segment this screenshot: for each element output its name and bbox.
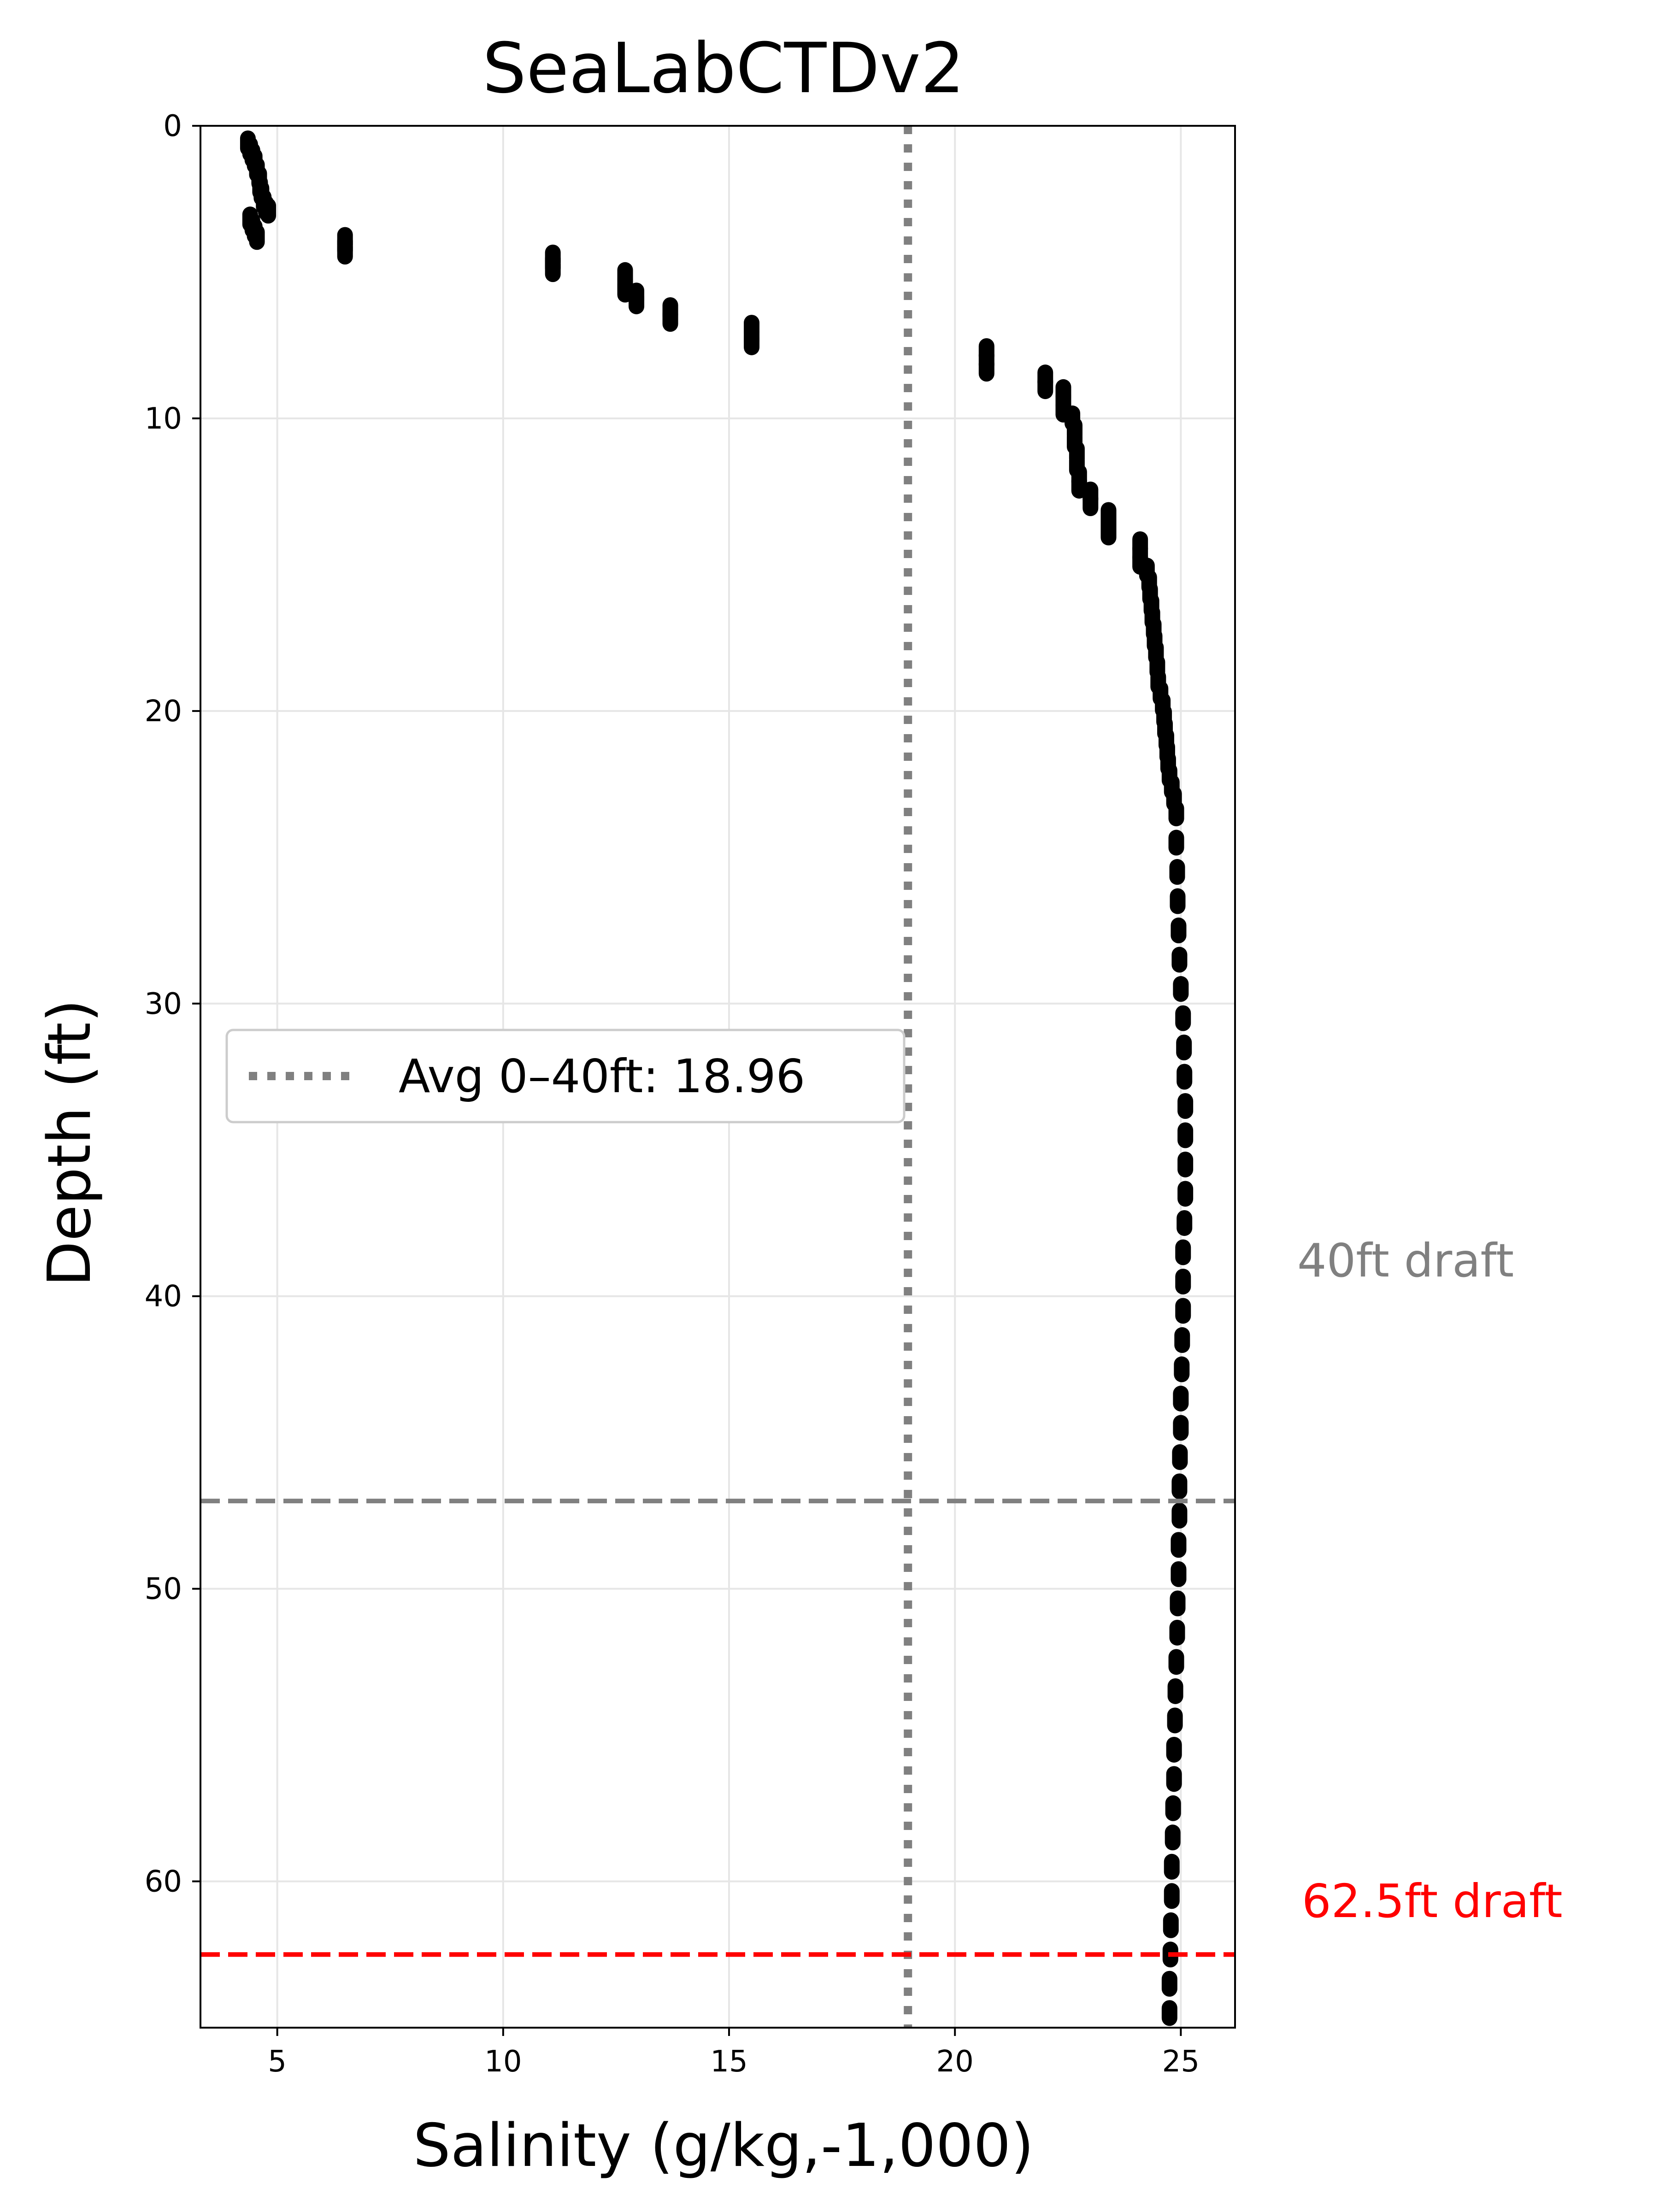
ticks: 5 10 15 20 25 0 10 20 30 40 50 60 xyxy=(145,109,1200,2079)
data-point xyxy=(1173,1415,1189,1441)
data-point xyxy=(1175,1268,1191,1294)
data-point xyxy=(1164,1853,1180,1880)
chart-title: SeaLabCTDv2 xyxy=(482,29,965,109)
data-point xyxy=(1164,1883,1180,1909)
data-point xyxy=(1173,976,1189,1002)
data-point xyxy=(1177,1210,1193,1236)
data-point xyxy=(1177,1064,1193,1090)
y-tick-label: 60 xyxy=(145,1865,182,1899)
x-tick-label: 5 xyxy=(268,2045,287,2079)
data-point xyxy=(1165,1795,1181,1821)
data-point xyxy=(1100,519,1117,546)
data-point xyxy=(1167,1678,1183,1704)
data-point xyxy=(1171,918,1187,944)
data-point xyxy=(1166,1766,1182,1792)
x-tick-label: 25 xyxy=(1162,2045,1200,2079)
draft-40-label: 40ft draft xyxy=(1297,1234,1514,1288)
data-point xyxy=(1175,1298,1191,1324)
data-point xyxy=(1170,1590,1186,1617)
reference-lines xyxy=(200,126,1235,2028)
data-point xyxy=(337,239,353,265)
data-point xyxy=(629,288,645,314)
data-point xyxy=(1169,859,1185,885)
data-point xyxy=(1177,1122,1194,1148)
plot-frame xyxy=(200,125,1236,2029)
data-point xyxy=(1037,373,1053,400)
data-point xyxy=(1176,1035,1192,1061)
data-point xyxy=(1175,1005,1191,1031)
data-point xyxy=(1082,490,1099,517)
data-point xyxy=(1168,830,1184,856)
data-point xyxy=(1172,1444,1188,1470)
draft-62-label: 62.5ft draft xyxy=(1302,1874,1563,1928)
data-point xyxy=(1175,1239,1191,1265)
x-tick-label: 20 xyxy=(936,2045,973,2079)
data-point xyxy=(1170,888,1186,914)
data-point xyxy=(1161,1971,1177,1997)
data-point xyxy=(1171,1473,1188,1500)
data-point xyxy=(662,306,678,332)
data-point xyxy=(1174,1327,1190,1353)
data-point xyxy=(1167,1707,1183,1734)
data-point xyxy=(1166,1736,1182,1763)
scatter-series xyxy=(240,130,1194,2026)
y-axis-label: Depth (ft) xyxy=(35,999,104,1286)
data-point xyxy=(978,355,994,382)
data-point xyxy=(1171,1532,1187,1558)
data-point xyxy=(545,256,561,282)
data-point xyxy=(1171,1561,1187,1587)
x-tick-label: 10 xyxy=(484,2045,522,2079)
data-point xyxy=(1171,947,1188,973)
data-point xyxy=(1174,1356,1190,1382)
data-point xyxy=(1177,1093,1194,1119)
x-axis-label: Salinity (g/kg,-1,000) xyxy=(413,2112,1034,2180)
y-tick-label: 10 xyxy=(145,402,182,436)
legend-box xyxy=(225,1029,906,1124)
x-tick-label: 15 xyxy=(710,2045,747,2079)
y-tick-label: 20 xyxy=(145,694,182,729)
data-point xyxy=(1165,1824,1181,1851)
y-tick-label: 40 xyxy=(145,1280,182,1314)
data-point xyxy=(249,224,265,250)
data-point xyxy=(1177,1151,1194,1177)
data-point xyxy=(744,329,760,355)
data-point xyxy=(1169,1619,1185,1646)
data-point xyxy=(1171,1502,1188,1529)
data-point xyxy=(1177,1181,1194,1207)
legend: Avg 0–40ft: 18.96 xyxy=(225,1029,906,1124)
y-tick-label: 50 xyxy=(145,1572,182,1606)
data-point xyxy=(1163,1912,1179,1938)
data-point xyxy=(1168,800,1184,827)
data-point xyxy=(260,198,276,224)
data-point xyxy=(1168,1649,1184,1675)
y-tick-label: 0 xyxy=(163,109,182,143)
data-point xyxy=(1161,2000,1177,2026)
legend-label: Avg 0–40ft: 18.96 xyxy=(399,1049,805,1103)
data-point xyxy=(1173,1385,1189,1412)
y-tick-label: 30 xyxy=(145,987,182,1021)
